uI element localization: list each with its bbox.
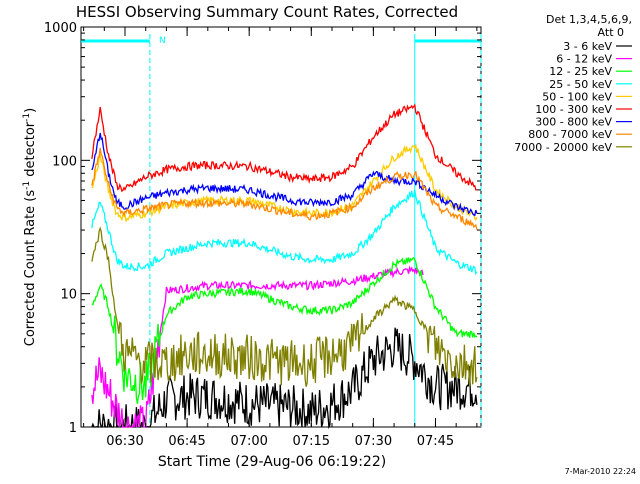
legend-label-6: 300 - 800 keV: [535, 116, 612, 129]
series-line-7: [91, 147, 478, 230]
series-line-8: [91, 226, 478, 387]
legend-header-line2: Att 0: [598, 26, 624, 39]
x-axis-ticks: 06:30 06:45 07:00 07:15 07:30 07:45: [83, 27, 478, 449]
legend-label-4: 50 - 100 keV: [542, 90, 612, 103]
x-tick-label-5: 07:45: [417, 434, 454, 449]
chart-title: HESSI Observing Summary Count Rates, Cor…: [76, 3, 458, 21]
series-line-5: [91, 103, 477, 193]
y-tick-label-0: 1: [69, 421, 77, 436]
x-tick-label-3: 07:15: [293, 434, 330, 449]
y-tick-label-3: 1000: [44, 21, 77, 36]
legend-label-8: 7000 - 20000 keV: [514, 141, 612, 154]
x-tick-label-2: 07:00: [230, 434, 267, 449]
footer-date: 7-Mar-2010 22:24: [565, 467, 636, 476]
legend-label-2: 12 - 25 keV: [549, 65, 612, 78]
x-tick-label-1: 06:45: [168, 434, 205, 449]
flag-label: N: [159, 36, 166, 46]
y-axis-label-main: Corrected Count Rate (s: [23, 190, 38, 347]
legend-label-1: 6 - 12 keV: [556, 53, 612, 66]
x-tick-label-0: 06:30: [106, 434, 143, 449]
legend-label-0: 3 - 6 keV: [563, 40, 612, 53]
y-axis-label-end: ): [23, 108, 38, 113]
legend-header-line1: Det 1,3,4,5,6,9,: [546, 13, 632, 26]
x-tick-label-4: 07:30: [355, 434, 392, 449]
legend-label-5: 100 - 300 keV: [535, 103, 612, 116]
series-line-1: [91, 265, 424, 428]
series-line-3: [91, 189, 478, 276]
y-tick-label-1: 10: [60, 288, 77, 303]
y-axis-label-sup1: -1: [22, 181, 32, 190]
legend-label-7: 800 - 7000 keV: [528, 128, 612, 141]
series-line-0: [91, 327, 478, 430]
y-axis-label-sup2: -1: [22, 113, 32, 122]
y-axis-label: Corrected Count Rate (s-1 detector-1): [22, 108, 38, 346]
series-line-2: [91, 256, 478, 404]
legend-label-3: 25 - 50 keV: [549, 78, 612, 91]
y-axis-ticks: 1 10 100 1000: [44, 21, 481, 436]
y-tick-label-2: 100: [52, 154, 77, 169]
x-axis-label: Start Time (29-Aug-06 06:19:22): [158, 454, 386, 470]
y-axis-label-mid: detector: [23, 121, 38, 181]
series-layer: [91, 103, 478, 430]
